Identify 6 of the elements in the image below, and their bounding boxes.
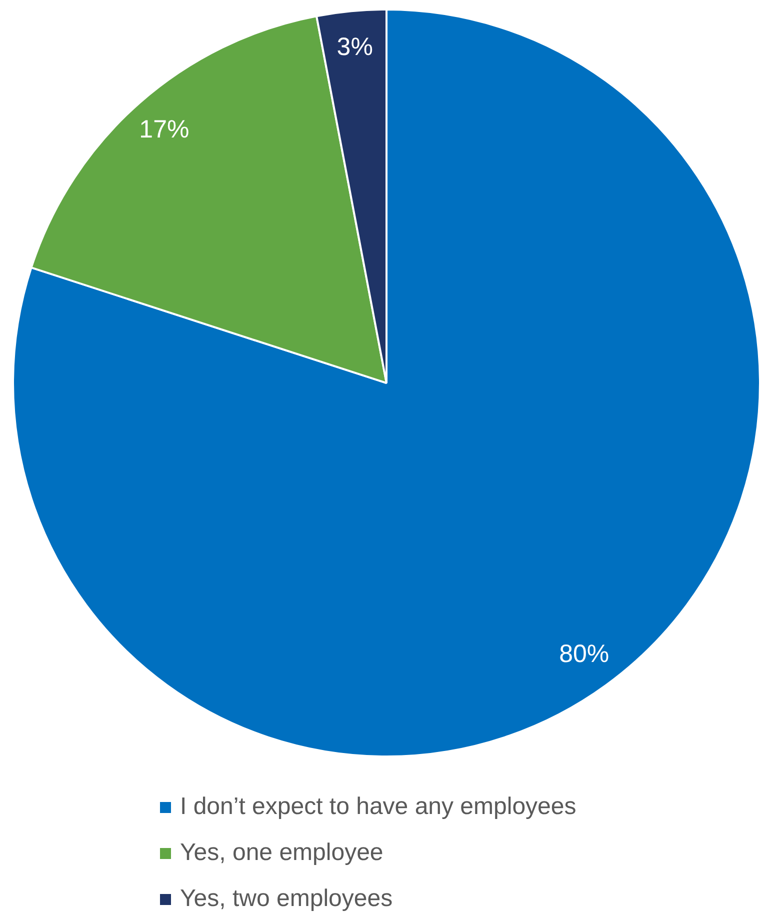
- slice-label: I don’t expect to have any employees: [180, 793, 576, 821]
- data-label: 17%: [139, 116, 190, 144]
- legend-label: Yes, one employee: [180, 839, 384, 867]
- data-label: 3%: [336, 33, 373, 62]
- data-label: 80%: [559, 640, 610, 668]
- legend-label: Yes, two employees: [180, 885, 393, 913]
